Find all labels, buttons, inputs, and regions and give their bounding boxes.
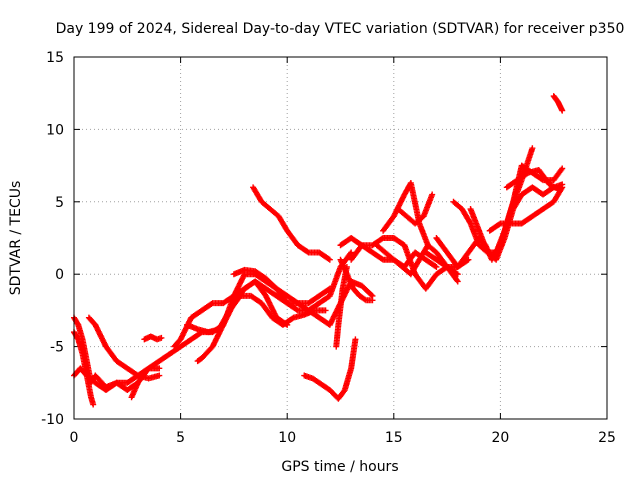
y-tick-label: -10: [41, 412, 64, 428]
y-tick-label: 15: [46, 50, 64, 66]
y-tick-label: 10: [46, 122, 64, 138]
x-tick-label: 5: [176, 430, 185, 446]
y-tick-label: -5: [50, 340, 64, 356]
x-axis-label: GPS time / hours: [281, 459, 398, 475]
y-tick-label: 5: [55, 195, 64, 211]
y-axis-label: SDTVAR / TECUs: [8, 181, 24, 296]
x-tick-label: 10: [278, 430, 296, 446]
chart-title: Day 199 of 2024, Sidereal Day-to-day VTE…: [56, 21, 625, 37]
x-tick-label: 25: [598, 430, 616, 446]
x-tick-label: 0: [70, 430, 79, 446]
y-tick-label: 0: [55, 267, 64, 283]
x-tick-label: 20: [491, 430, 509, 446]
x-tick-label: 15: [385, 430, 403, 446]
